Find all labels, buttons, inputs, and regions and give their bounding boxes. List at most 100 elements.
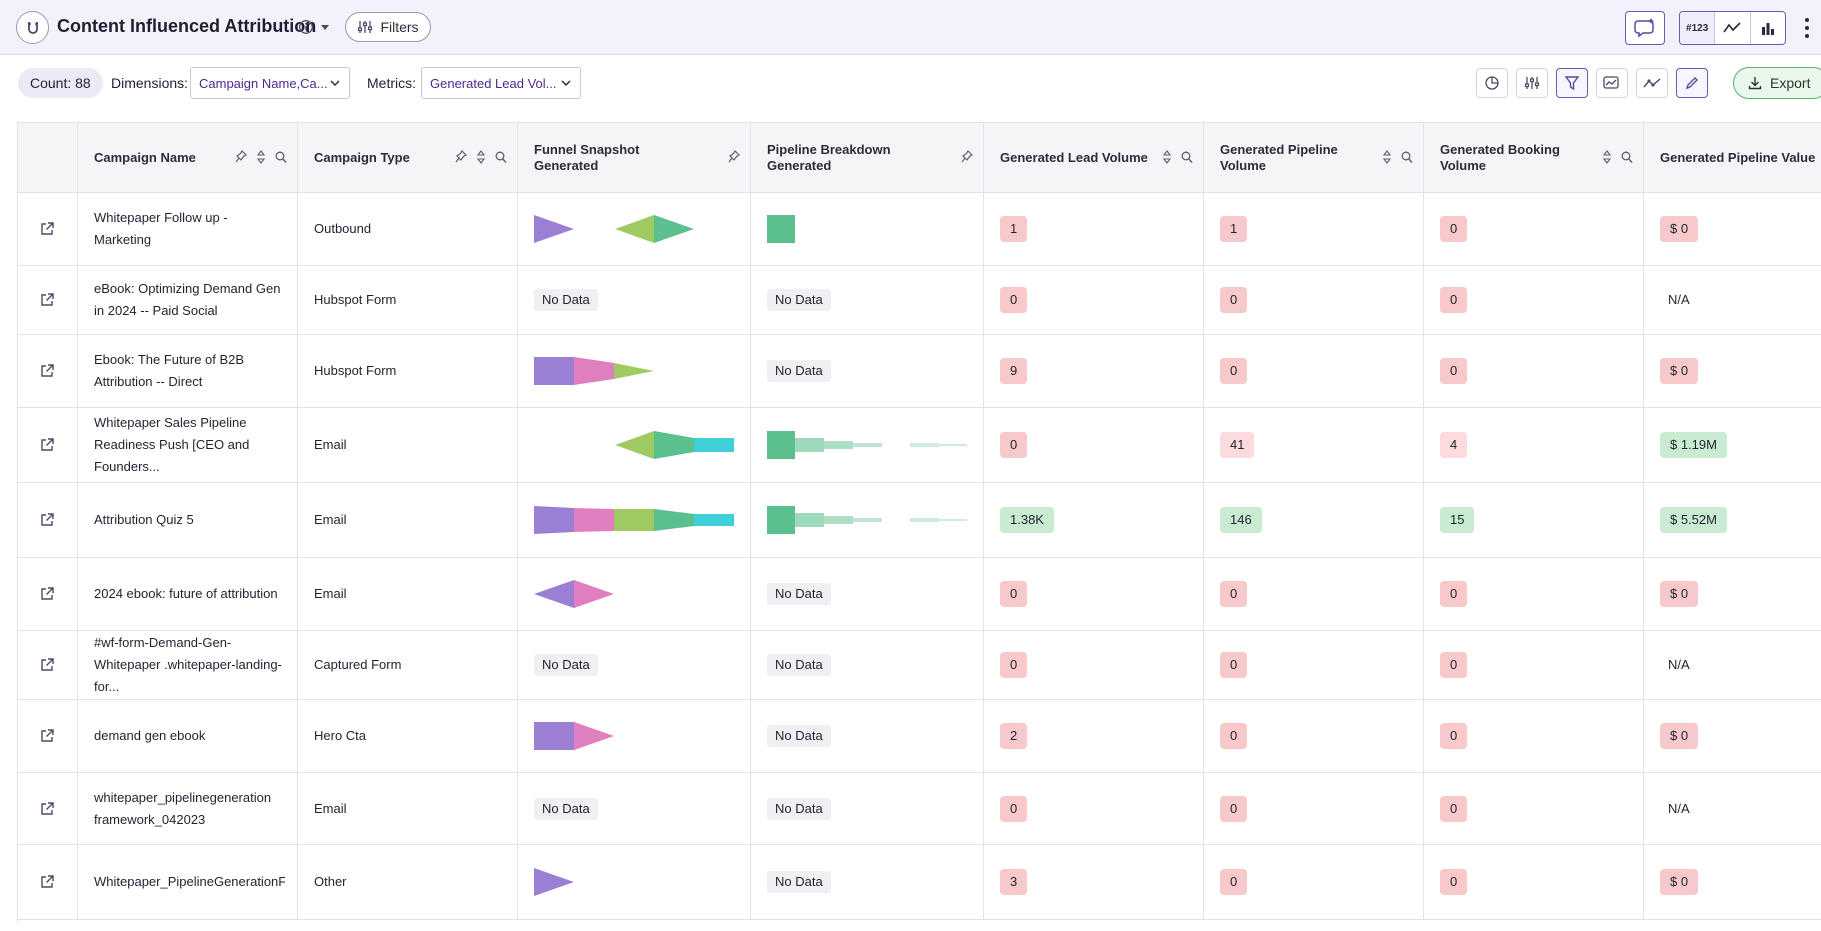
column-header-funnel-snapshot[interactable]: Funnel Snapshot Generated [518,123,751,193]
column-header-pipeline-breakdown[interactable]: Pipeline Breakdown Generated [751,123,984,193]
sort-icon[interactable] [1601,150,1613,164]
booking-volume-badge: 0 [1440,216,1468,242]
table-row[interactable]: Whitepaper Follow up - Marketing Outbound… [18,193,1821,266]
chat-sparkle-icon [1634,18,1654,38]
funnel-stage-1 [534,722,574,750]
pin-icon[interactable] [728,150,740,164]
pipeline-value-badge: N/A [1668,800,1690,816]
pie-chart-button[interactable] [1476,68,1508,98]
table-row[interactable]: Whitepaper_PipelineGenerationFramework_0… [18,845,1821,920]
no-data-label: No Data [767,289,831,311]
pin-icon[interactable] [235,150,247,164]
info-icon[interactable] [298,19,314,35]
sort-icon[interactable] [1161,150,1173,164]
funnel-stage-2 [574,722,614,750]
cell-pipeline-breakdown [751,483,984,557]
pin-icon[interactable] [961,150,973,164]
filters-button[interactable]: Filters [345,12,431,42]
number-view-button[interactable]: #123 [1680,12,1716,44]
open-external-icon[interactable] [39,437,55,453]
open-external-icon[interactable] [39,512,55,528]
column-header-booking-volume[interactable]: Generated Booking Volume [1424,123,1644,193]
no-data-label: No Data [534,289,598,311]
table-row[interactable]: 2024 ebook: future of attribution Email No… [18,558,1821,631]
table-row[interactable]: #wf-form-Demand-Gen-Whitepaper .whitepap… [18,631,1821,700]
pipeline-value-badge: N/A [1668,292,1690,307]
line-chart-icon [1723,22,1742,33]
cell-lead-volume: 0 [984,631,1204,699]
table-header: Campaign Name Campaign Type Funnel Snaps… [18,123,1821,193]
trend-button[interactable] [1636,68,1668,98]
adjust-button[interactable] [1516,68,1548,98]
open-external-icon[interactable] [39,586,55,602]
cell-pipeline-volume: 0 [1204,631,1424,699]
metrics-value: Generated Lead Vol... [430,75,557,91]
pipeline-stage-5 [910,443,939,447]
pipeline-volume-badge: 0 [1220,869,1248,895]
funnel-stage-1 [534,357,574,385]
caret-down-icon[interactable] [318,20,332,34]
no-data-label: No Data [767,871,831,893]
bar-view-button[interactable] [1751,12,1785,44]
search-icon[interactable] [1401,150,1413,164]
table-row[interactable]: demand gen ebook Hero Cta No Data 2 0 0 $ 0 [18,700,1821,773]
pipeline-value-badge: $ 5.52M [1660,507,1727,533]
pipeline-value-badge: $ 0 [1660,216,1699,242]
column-header-campaign-type[interactable]: Campaign Type [298,123,518,193]
sort-icon[interactable] [255,150,267,164]
pipeline-value-badge: $ 0 [1660,358,1699,384]
table-row[interactable]: Whitepaper Sales Pipeline Readiness Push… [18,408,1821,483]
sort-icon[interactable] [475,150,487,164]
pin-icon[interactable] [455,150,467,164]
cell-campaign-type: Email [298,408,518,482]
funnel-filter-button[interactable] [1556,68,1588,98]
column-header-lead-volume[interactable]: Generated Lead Volume [984,123,1204,193]
open-external-icon[interactable] [39,292,55,308]
download-icon [1748,77,1762,90]
pipeline-stage-4 [853,443,882,447]
chart-settings-button[interactable] [1596,68,1628,98]
table-row[interactable]: eBook: Optimizing Demand Gen in 2024 -- … [18,266,1821,335]
search-icon[interactable] [495,150,507,164]
line-view-button[interactable] [1715,12,1751,44]
funnel-stage-1 [534,506,574,534]
funnel-snapshot-chart [534,357,654,385]
open-external-icon[interactable] [39,363,55,379]
campaign-name-text: eBook: Optimizing Demand Gen in 2024 -- … [94,281,281,318]
search-icon[interactable] [1181,150,1193,164]
more-options-icon[interactable] [1801,15,1813,41]
column-label: Generated Pipeline Value [1660,150,1816,165]
open-external-icon[interactable] [39,221,55,237]
column-header-pipeline-volume[interactable]: Generated Pipeline Volume [1204,123,1424,193]
funnel-stage-4 [654,509,694,531]
lead-volume-badge: 0 [1000,795,1028,822]
dimensions-select[interactable]: Campaign Name,Ca... [190,67,350,99]
open-external-icon[interactable] [39,801,55,817]
table-row[interactable]: Attribution Quiz 5 Email 1.38K 146 15 $ 5.52M [18,483,1821,558]
funnel-stage-3 [614,363,654,379]
column-label: Generated Pipeline Volume [1220,142,1338,173]
edit-button[interactable] [1676,68,1708,98]
trend-line-icon [1643,78,1661,88]
no-data-label: No Data [767,725,831,747]
search-icon[interactable] [1621,150,1633,164]
table-row[interactable]: Ebook: The Future of B2B Attribution -- … [18,335,1821,408]
column-header-pipeline-value[interactable]: Generated Pipeline Value [1644,123,1821,193]
column-header-campaign-name[interactable]: Campaign Name [78,123,298,193]
chevron-down-icon [561,80,571,87]
ai-chat-button[interactable] [1625,11,1665,45]
search-icon[interactable] [275,150,287,164]
funnel-snapshot-chart [534,215,694,243]
metrics-select[interactable]: Generated Lead Vol... [421,67,581,99]
sort-icon[interactable] [1381,150,1393,164]
funnel-snapshot-chart [534,868,574,896]
cell-lead-volume: 0 [984,408,1204,482]
open-external-icon[interactable] [39,728,55,744]
open-external-icon[interactable] [39,657,55,673]
table-row[interactable]: whitepaper_pipelinegeneration framework_… [18,773,1821,845]
export-button[interactable]: Export [1733,67,1821,99]
app-logo[interactable] [16,11,49,44]
campaign-type-text: Email [314,437,347,452]
open-external-icon[interactable] [39,874,55,890]
cell-pipeline-breakdown [751,193,984,265]
